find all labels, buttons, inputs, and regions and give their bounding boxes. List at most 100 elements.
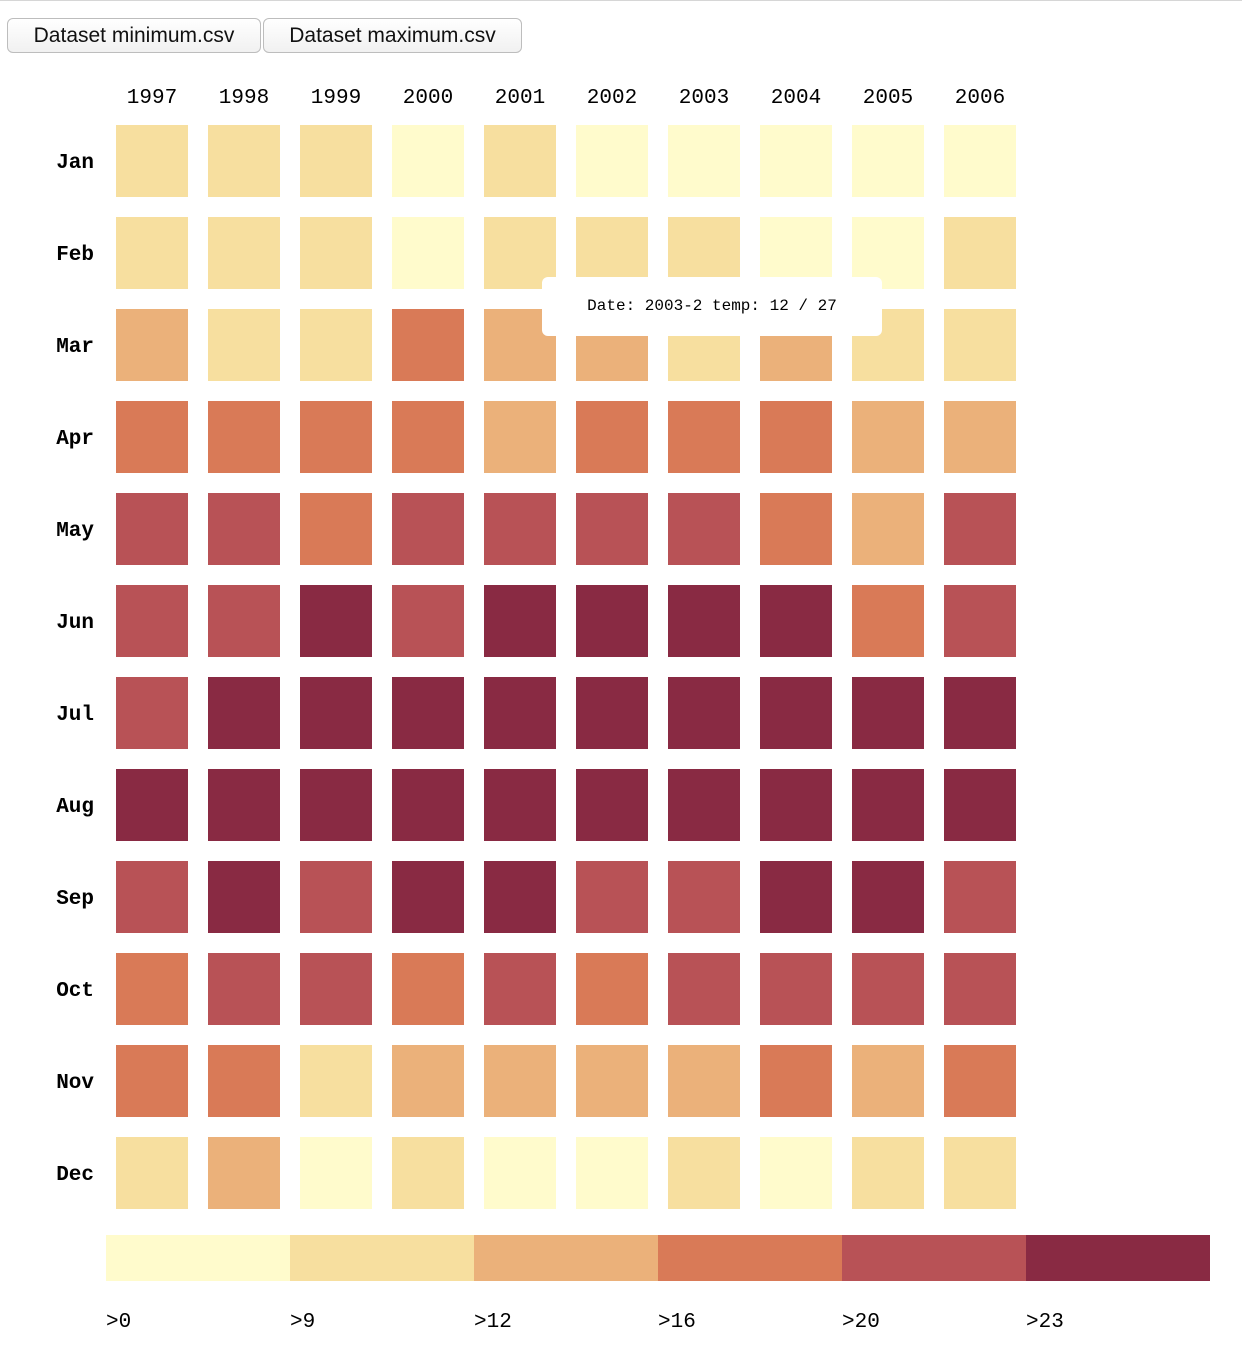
- heatmap-cell[interactable]: [576, 401, 648, 473]
- heatmap-cell[interactable]: [208, 953, 280, 1025]
- heatmap-cell[interactable]: [944, 125, 1016, 197]
- heatmap-cell[interactable]: [484, 125, 556, 197]
- heatmap-cell[interactable]: [944, 217, 1016, 289]
- heatmap-cell[interactable]: [852, 1137, 924, 1209]
- heatmap-cell[interactable]: [392, 309, 464, 381]
- heatmap-cell[interactable]: [852, 401, 924, 473]
- heatmap-cell[interactable]: [944, 953, 1016, 1025]
- dataset-minimum-button[interactable]: Dataset minimum.csv: [7, 18, 261, 53]
- heatmap-cell[interactable]: [208, 1137, 280, 1209]
- heatmap-cell[interactable]: [852, 125, 924, 197]
- heatmap-cell[interactable]: [576, 493, 648, 565]
- heatmap-cell[interactable]: [484, 401, 556, 473]
- heatmap-cell[interactable]: [208, 1045, 280, 1117]
- heatmap-cell[interactable]: [484, 861, 556, 933]
- heatmap-cell[interactable]: [300, 585, 372, 657]
- heatmap-cell[interactable]: [116, 677, 188, 749]
- heatmap-cell[interactable]: [668, 125, 740, 197]
- heatmap-cell[interactable]: [944, 1045, 1016, 1117]
- heatmap-cell[interactable]: [208, 309, 280, 381]
- heatmap-cell[interactable]: [300, 953, 372, 1025]
- heatmap-cell[interactable]: [392, 125, 464, 197]
- heatmap-cell[interactable]: [208, 677, 280, 749]
- heatmap-cell[interactable]: [852, 585, 924, 657]
- heatmap-cell[interactable]: [208, 585, 280, 657]
- heatmap-cell[interactable]: [392, 401, 464, 473]
- heatmap-cell[interactable]: [484, 585, 556, 657]
- heatmap-cell[interactable]: [944, 769, 1016, 841]
- heatmap-cell[interactable]: [760, 861, 832, 933]
- heatmap-cell[interactable]: [300, 309, 372, 381]
- heatmap-cell[interactable]: [484, 769, 556, 841]
- heatmap-cell[interactable]: [300, 1137, 372, 1209]
- heatmap-cell[interactable]: [760, 953, 832, 1025]
- heatmap-cell[interactable]: [944, 677, 1016, 749]
- heatmap-cell[interactable]: [576, 769, 648, 841]
- heatmap-cell[interactable]: [392, 769, 464, 841]
- heatmap-cell[interactable]: [668, 861, 740, 933]
- heatmap-cell[interactable]: [208, 861, 280, 933]
- heatmap-cell[interactable]: [208, 401, 280, 473]
- heatmap-cell[interactable]: [116, 1045, 188, 1117]
- heatmap-cell[interactable]: [300, 401, 372, 473]
- heatmap-cell[interactable]: [300, 769, 372, 841]
- heatmap-cell[interactable]: [760, 401, 832, 473]
- heatmap-cell[interactable]: [668, 493, 740, 565]
- heatmap-cell[interactable]: [392, 1137, 464, 1209]
- heatmap-cell[interactable]: [392, 217, 464, 289]
- heatmap-cell[interactable]: [852, 861, 924, 933]
- heatmap-cell[interactable]: [116, 309, 188, 381]
- heatmap-cell[interactable]: [576, 1045, 648, 1117]
- heatmap-cell[interactable]: [484, 1045, 556, 1117]
- heatmap-cell[interactable]: [944, 861, 1016, 933]
- heatmap-cell[interactable]: [760, 769, 832, 841]
- heatmap-cell[interactable]: [392, 677, 464, 749]
- heatmap-cell[interactable]: [116, 861, 188, 933]
- heatmap-cell[interactable]: [392, 585, 464, 657]
- heatmap-cell[interactable]: [392, 861, 464, 933]
- heatmap-cell[interactable]: [300, 1045, 372, 1117]
- heatmap-cell[interactable]: [944, 585, 1016, 657]
- heatmap-cell[interactable]: [668, 769, 740, 841]
- heatmap-cell[interactable]: [668, 953, 740, 1025]
- heatmap-cell[interactable]: [576, 585, 648, 657]
- heatmap-cell[interactable]: [944, 493, 1016, 565]
- heatmap-cell[interactable]: [116, 953, 188, 1025]
- heatmap-cell[interactable]: [668, 1045, 740, 1117]
- heatmap-cell[interactable]: [392, 1045, 464, 1117]
- heatmap-cell[interactable]: [300, 677, 372, 749]
- heatmap-cell[interactable]: [668, 1137, 740, 1209]
- heatmap-cell[interactable]: [208, 493, 280, 565]
- heatmap-cell[interactable]: [116, 217, 188, 289]
- heatmap-cell[interactable]: [760, 677, 832, 749]
- heatmap-cell[interactable]: [760, 585, 832, 657]
- dataset-maximum-button[interactable]: Dataset maximum.csv: [263, 18, 522, 53]
- heatmap-cell[interactable]: [852, 769, 924, 841]
- heatmap-cell[interactable]: [392, 493, 464, 565]
- heatmap-cell[interactable]: [208, 769, 280, 841]
- heatmap-cell[interactable]: [300, 217, 372, 289]
- heatmap-cell[interactable]: [576, 953, 648, 1025]
- heatmap-cell[interactable]: [116, 585, 188, 657]
- heatmap-cell[interactable]: [576, 1137, 648, 1209]
- heatmap-cell[interactable]: [760, 1137, 832, 1209]
- heatmap-cell[interactable]: [300, 861, 372, 933]
- heatmap-cell[interactable]: [300, 125, 372, 197]
- heatmap-cell[interactable]: [852, 1045, 924, 1117]
- heatmap-cell[interactable]: [760, 125, 832, 197]
- heatmap-cell[interactable]: [760, 493, 832, 565]
- heatmap-cell[interactable]: [116, 493, 188, 565]
- heatmap-cell[interactable]: [484, 493, 556, 565]
- heatmap-cell[interactable]: [760, 1045, 832, 1117]
- heatmap-cell[interactable]: [852, 677, 924, 749]
- heatmap-cell[interactable]: [576, 677, 648, 749]
- heatmap-cell[interactable]: [576, 125, 648, 197]
- heatmap-cell[interactable]: [668, 677, 740, 749]
- heatmap-cell[interactable]: [852, 493, 924, 565]
- heatmap-cell[interactable]: [944, 309, 1016, 381]
- heatmap-cell[interactable]: [668, 401, 740, 473]
- heatmap-cell[interactable]: [668, 585, 740, 657]
- heatmap-cell[interactable]: [208, 125, 280, 197]
- heatmap-cell[interactable]: [116, 769, 188, 841]
- heatmap-cell[interactable]: [944, 1137, 1016, 1209]
